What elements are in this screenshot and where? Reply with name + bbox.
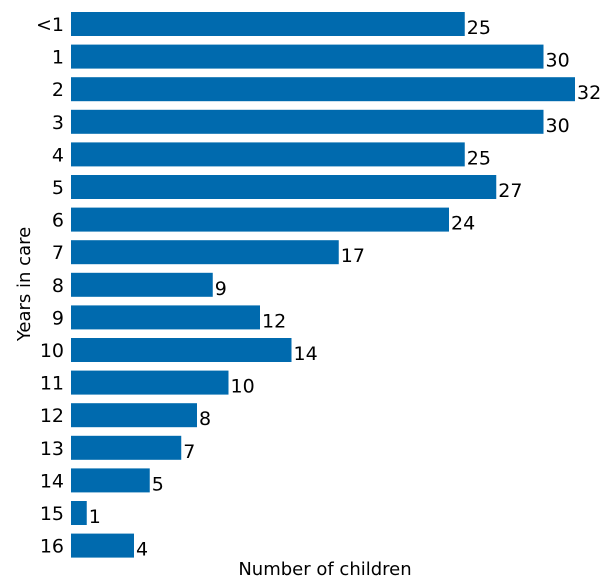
category-label: 1 [52,47,64,69]
bar [71,109,544,134]
value-label: 9 [215,278,227,300]
category-label: 8 [52,275,64,297]
category-label: 2 [52,79,64,101]
bar [71,142,465,167]
bar [71,12,465,36]
value-label: 27 [498,180,522,202]
bar [71,501,87,525]
bar [71,403,197,428]
category-label: 10 [40,340,64,362]
category-label: 4 [52,144,64,166]
value-label: 7 [183,441,195,463]
category-label: 15 [40,503,64,525]
y-axis-title: Years in care [14,227,35,342]
bar [71,533,134,558]
value-label: 32 [577,82,601,104]
category-label: 3 [52,112,64,134]
value-label: 4 [136,539,148,561]
category-label: 16 [40,536,64,558]
value-label: 30 [546,115,570,137]
value-label: 25 [467,17,491,39]
value-label: 5 [152,473,164,495]
bar [71,338,292,362]
category-label: 5 [52,177,64,199]
value-label: 10 [231,376,255,398]
value-label: 1 [89,506,101,528]
category-label: 7 [52,242,64,264]
bars [71,12,575,558]
bar [71,44,544,69]
bar [71,305,260,330]
value-label: 30 [546,50,570,72]
value-label: 8 [199,408,211,430]
bar [71,272,213,297]
value-label: 17 [341,245,365,267]
value-label: 12 [262,310,286,332]
value-label: 24 [451,213,475,235]
bar [71,207,449,232]
value-label: 14 [294,343,318,365]
category-label: 14 [40,470,64,492]
category-label: 6 [52,210,64,232]
bar [71,370,229,395]
bar [71,175,497,199]
bar [71,468,150,493]
value-label: 25 [467,147,491,169]
bar [71,435,182,460]
category-label: 9 [52,307,64,329]
category-label: <1 [36,14,64,36]
category-label: 12 [40,405,64,427]
bar [71,77,575,102]
category-label: 11 [40,373,64,395]
bar [71,240,339,265]
category-label: 13 [40,438,64,460]
x-axis-title: Number of children [238,559,411,580]
